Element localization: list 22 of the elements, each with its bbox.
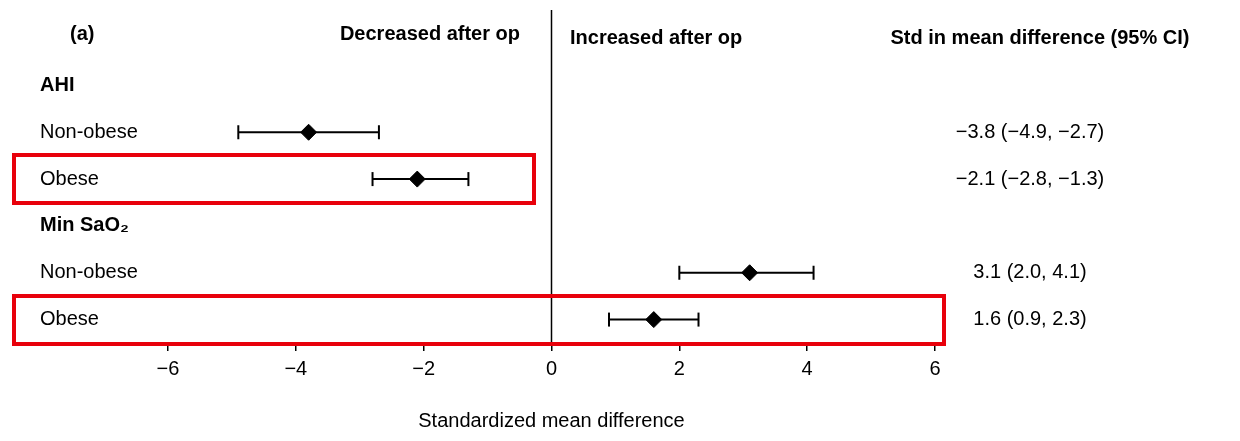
text: Std in mean difference (95% CI) bbox=[890, 25, 1190, 48]
x-tick-label: −4 bbox=[284, 356, 308, 379]
x-tick-label: −2 bbox=[412, 356, 436, 379]
text: Decreased after op bbox=[339, 21, 520, 44]
y-tick-label: Obese bbox=[40, 166, 99, 189]
text: (a) bbox=[70, 21, 95, 44]
x-tick-label: −6 bbox=[156, 356, 180, 379]
x-tick-label: 0 bbox=[545, 356, 558, 379]
y-tick-label: Obese bbox=[40, 307, 99, 330]
text: −2.1 (−2.8, −1.3) bbox=[955, 166, 1105, 189]
x-axis-title: Standardized mean difference bbox=[418, 408, 685, 431]
x-tick-label: 4 bbox=[801, 356, 813, 379]
y-tick-label: Non-obese bbox=[40, 260, 138, 283]
y-tick-label: AHI bbox=[40, 72, 75, 95]
y-tick-label: Non-obese bbox=[40, 119, 138, 142]
text: 3.1 (2.0, 4.1) bbox=[973, 260, 1087, 283]
x-tick-label: 2 bbox=[673, 356, 685, 379]
text: 1.6 (0.9, 2.3) bbox=[973, 307, 1087, 330]
text: Increased after op bbox=[570, 25, 743, 48]
text: −3.8 (−4.9, −2.7) bbox=[955, 119, 1105, 142]
y-tick-label: Min SaO₂ bbox=[40, 213, 129, 236]
x-tick-label: 6 bbox=[929, 356, 941, 379]
